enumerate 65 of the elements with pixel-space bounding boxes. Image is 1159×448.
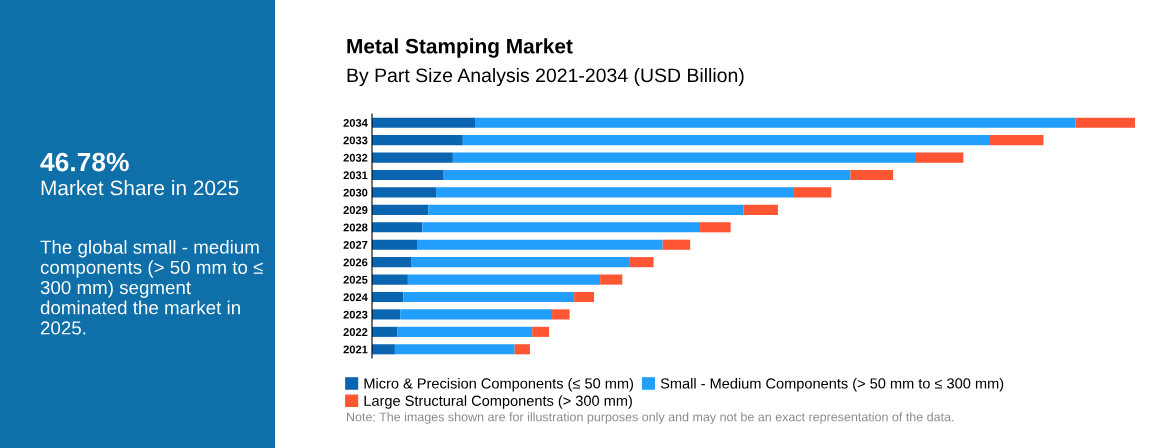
bar: [793, 187, 832, 198]
legend-label: Micro & Precision Components (≤ 50 mm): [364, 377, 634, 392]
y-tick-label: 2028: [343, 223, 368, 232]
bar: [372, 169, 444, 181]
bar: [417, 239, 663, 250]
bar: [916, 152, 964, 163]
y-tick-label: 2025: [343, 275, 368, 284]
bar: [407, 274, 601, 285]
bar: [372, 222, 423, 233]
bar: [552, 309, 570, 320]
bar: [1075, 117, 1135, 128]
bar: [514, 344, 530, 355]
text: Note: The images shown are for illustration purposes only and may not be an exact representation of the data.: [347, 412, 954, 424]
bar: [411, 257, 630, 268]
bar: [372, 291, 404, 303]
text: The global small - medium components (> 50 mm to ≤ 300 mm) segment dominated the market in 2025.: [40, 240, 263, 335]
bar: [629, 257, 654, 268]
y-tick-label: 2023: [343, 310, 368, 319]
bar: [372, 257, 412, 268]
bar: [394, 344, 515, 355]
bar: [700, 222, 731, 233]
y-tick-label: 2027: [343, 240, 368, 249]
bar: [428, 204, 744, 215]
bar: [662, 239, 691, 250]
legend-label: Small - Medium Components (> 50 mm to ≤ 300 mm): [660, 377, 1004, 392]
y-tick-label: 2029: [343, 206, 368, 214]
bar: [743, 204, 778, 215]
bar: [372, 344, 395, 355]
y-tick-label: 2030: [343, 188, 368, 197]
bar: [372, 326, 398, 337]
text: Market Share in 2025: [41, 180, 239, 196]
y-tick-label: 2031: [343, 171, 368, 180]
bar: [574, 291, 595, 303]
bar: [372, 135, 463, 146]
legend-label: Large Structural Components (> 300 mm): [364, 395, 632, 409]
y-tick-label: 2022: [343, 328, 368, 336]
bar: [436, 187, 794, 198]
bar: [452, 152, 917, 163]
bar: [372, 117, 476, 128]
bar: [397, 326, 533, 337]
bar: [990, 135, 1044, 146]
y-tick-label: 2026: [343, 258, 368, 267]
bar: [475, 117, 1076, 128]
y-tick-label: 2032: [343, 153, 368, 162]
chart-subtitle: By Part Size Analysis 2021-2034 (USD Billion): [347, 67, 744, 87]
y-tick-label: 2034: [343, 118, 368, 127]
bar: [422, 222, 701, 233]
y-tick-label: 2024: [343, 293, 368, 302]
bar: [372, 239, 418, 250]
bar: [462, 135, 991, 146]
bar: [532, 326, 550, 337]
y-tick-label: 2021: [343, 345, 368, 354]
bar: [372, 274, 408, 285]
bar: [372, 204, 429, 215]
bar: [850, 169, 894, 181]
bar: [372, 187, 437, 198]
y-tick-label: 2033: [343, 136, 368, 145]
bar: [400, 309, 553, 320]
bar: [372, 309, 401, 320]
chart-title: Metal Stamping Market: [347, 38, 573, 58]
bar: [600, 274, 623, 285]
text: 46.78%: [40, 152, 129, 172]
bar: [443, 169, 851, 181]
bar: [372, 152, 453, 163]
bar: [403, 291, 575, 303]
